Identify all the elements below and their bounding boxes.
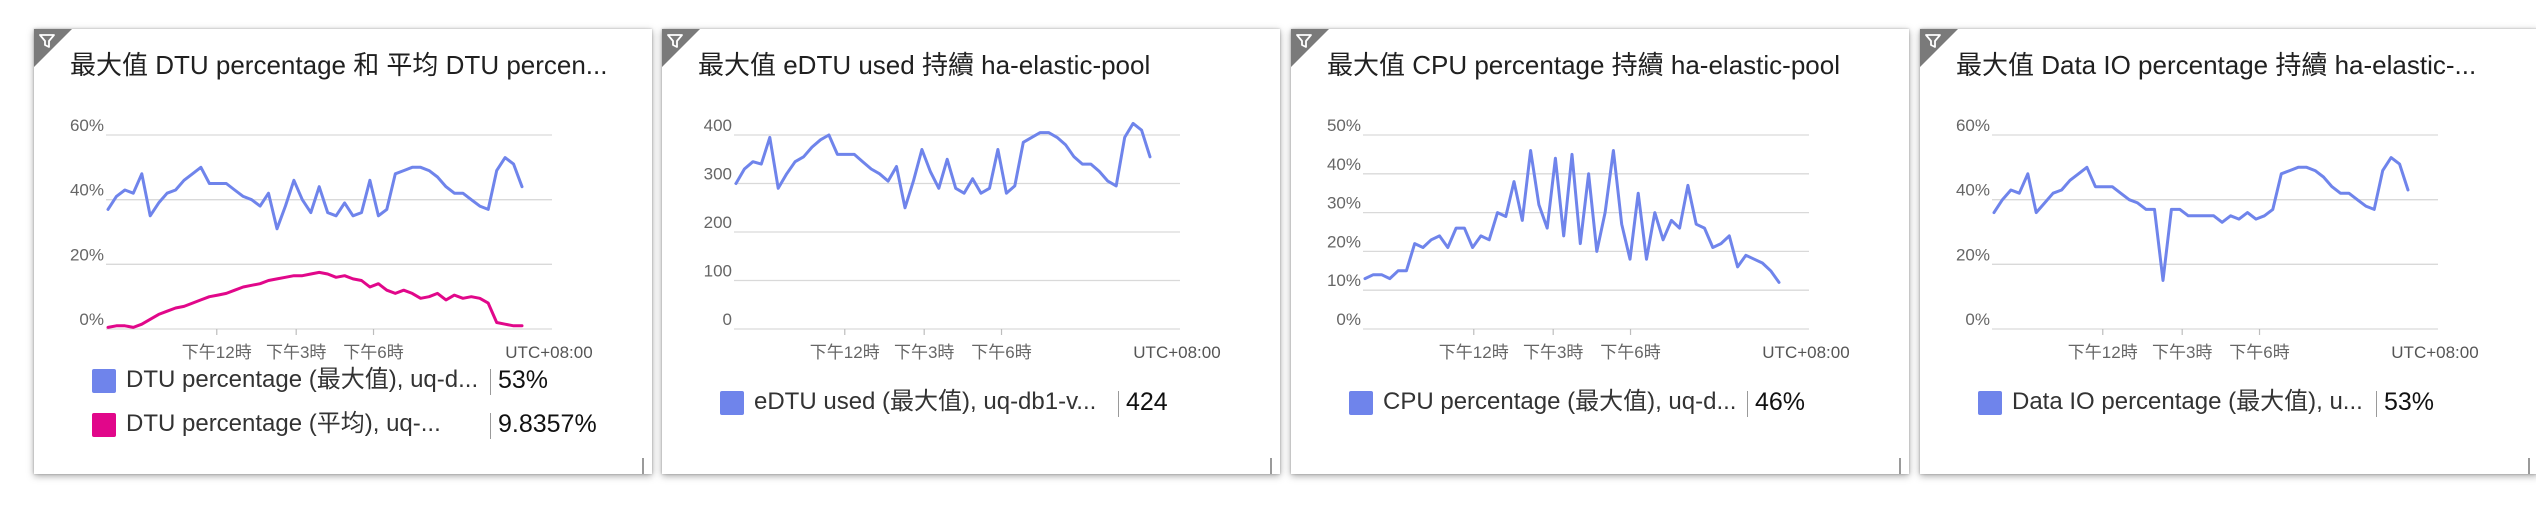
chart-title: 最大值 CPU percentage 持續 ha-elastic-pool [1327, 50, 1840, 80]
y-tick-label: 50% [1327, 116, 1361, 135]
y-tick-label: 60% [1956, 116, 1990, 135]
y-tick-label: 0 [723, 310, 732, 329]
y-tick-label: 200 [704, 213, 732, 232]
chart-tile[interactable]: 最大值 eDTU used 持續 ha-elastic-pool 0 100 200 3… [662, 29, 1280, 474]
legend-value: 424 [1126, 388, 1168, 416]
y-tick-label: 0% [79, 310, 104, 329]
resize-handle[interactable] [1270, 458, 1272, 474]
chart-title: 最大值 Data IO percentage 持續 ha-elastic-... [1956, 50, 2477, 80]
y-tick-label: 60% [70, 116, 104, 135]
legend-swatch [1349, 391, 1373, 415]
chart-tile[interactable]: 最大值 DTU percentage 和 平均 DTU percen... 0% 2… [34, 29, 652, 474]
series-line[interactable] [106, 156, 524, 231]
x-tick-label: 下午12時 [2068, 343, 2138, 362]
x-tick-label: 下午12時 [182, 343, 252, 362]
y-tick-label: 0% [1336, 310, 1361, 329]
y-tick-label: 300 [704, 165, 732, 184]
chart-tile[interactable]: 最大值 CPU percentage 持續 ha-elastic-pool 0% 1… [1291, 29, 1909, 474]
legend-value: 46% [1755, 388, 1806, 416]
chart-title: 最大值 DTU percentage 和 平均 DTU percen... [70, 50, 608, 80]
x-tick-label: 下午6時 [1600, 343, 1660, 362]
y-tick-label: 20% [1956, 245, 1990, 264]
y-tick-label: 40% [1327, 155, 1361, 174]
line-chart: 0 100 200 300 400 下午12時 下午3時 下午6時 UTC+08:00 [704, 116, 1221, 362]
timezone-label: UTC+08:00 [2391, 343, 2478, 362]
x-tick-label: 下午3時 [2152, 343, 2212, 362]
timezone-label: UTC+08:00 [1133, 343, 1220, 362]
legend-swatch [92, 369, 116, 393]
y-tick-label: 20% [1327, 232, 1361, 251]
legend-separator [2376, 391, 2377, 417]
resize-handle[interactable] [2528, 458, 2530, 474]
legend-label: DTU percentage (平均), uq-... [126, 410, 441, 437]
x-tick-label: 下午6時 [971, 343, 1031, 362]
x-tick-label: 下午6時 [343, 343, 403, 362]
y-tick-label: 20% [70, 245, 104, 264]
timezone-label: UTC+08:00 [505, 343, 592, 362]
series-line[interactable] [106, 270, 524, 329]
y-tick-label: 0% [1965, 310, 1990, 329]
legend-label: Data IO percentage (最大值), u... [2012, 388, 2363, 415]
legend-separator [490, 369, 491, 395]
legend-swatch [720, 391, 744, 415]
series-line[interactable] [734, 121, 1152, 210]
chart-tile[interactable]: 最大值 Data IO percentage 持續 ha-elastic-...… [1920, 29, 2536, 474]
x-tick-label: 下午6時 [2229, 343, 2289, 362]
y-tick-label: 400 [704, 116, 732, 135]
line-chart: 0% 10% 20% 30% 40% 50% 下午12時 下午3時 下午6時 UTC+08:00 [1327, 116, 1850, 362]
legend-separator [490, 413, 491, 439]
legend-value: 53% [2384, 388, 2435, 416]
legend-label: CPU percentage (最大值), uq-d... [1383, 388, 1737, 415]
line-chart: 0% 20% 40% 60% 下午12時 下午3時 下午6時 UTC+08:00 [1956, 116, 2479, 362]
line-chart: 0% 20% 40% 60% 下午12時 下午3時 下午6時 UTC+08:00 [70, 116, 593, 362]
y-tick-label: 10% [1327, 271, 1361, 290]
x-tick-label: 下午3時 [266, 343, 326, 362]
resize-handle[interactable] [642, 458, 644, 474]
filter-icon[interactable] [1920, 29, 1958, 67]
legend-value: 9.8357% [498, 410, 597, 438]
filter-icon[interactable] [1291, 29, 1329, 67]
x-tick-label: 下午3時 [894, 343, 954, 362]
legend-swatch [1978, 391, 2002, 415]
timezone-label: UTC+08:00 [1762, 343, 1849, 362]
legend-swatch [92, 413, 116, 437]
legend-separator [1118, 391, 1119, 417]
y-tick-label: 40% [70, 181, 104, 200]
chart-title: 最大值 eDTU used 持續 ha-elastic-pool [698, 50, 1151, 80]
legend-label: eDTU used (最大值), uq-db1-v... [754, 388, 1097, 415]
x-tick-label: 下午12時 [810, 343, 880, 362]
legend-separator [1747, 391, 1748, 417]
y-tick-label: 30% [1327, 194, 1361, 213]
y-tick-label: 40% [1956, 181, 1990, 200]
legend-value: 53% [498, 366, 549, 394]
series-line[interactable] [1992, 156, 2410, 282]
legend-label: DTU percentage (最大值), uq-d... [126, 366, 479, 393]
resize-handle[interactable] [1899, 458, 1901, 474]
filter-icon[interactable] [34, 29, 72, 67]
y-tick-label: 100 [704, 262, 732, 281]
filter-icon[interactable] [662, 29, 700, 67]
x-tick-label: 下午12時 [1439, 343, 1509, 362]
series-line[interactable] [1363, 149, 1781, 284]
x-tick-label: 下午3時 [1523, 343, 1583, 362]
